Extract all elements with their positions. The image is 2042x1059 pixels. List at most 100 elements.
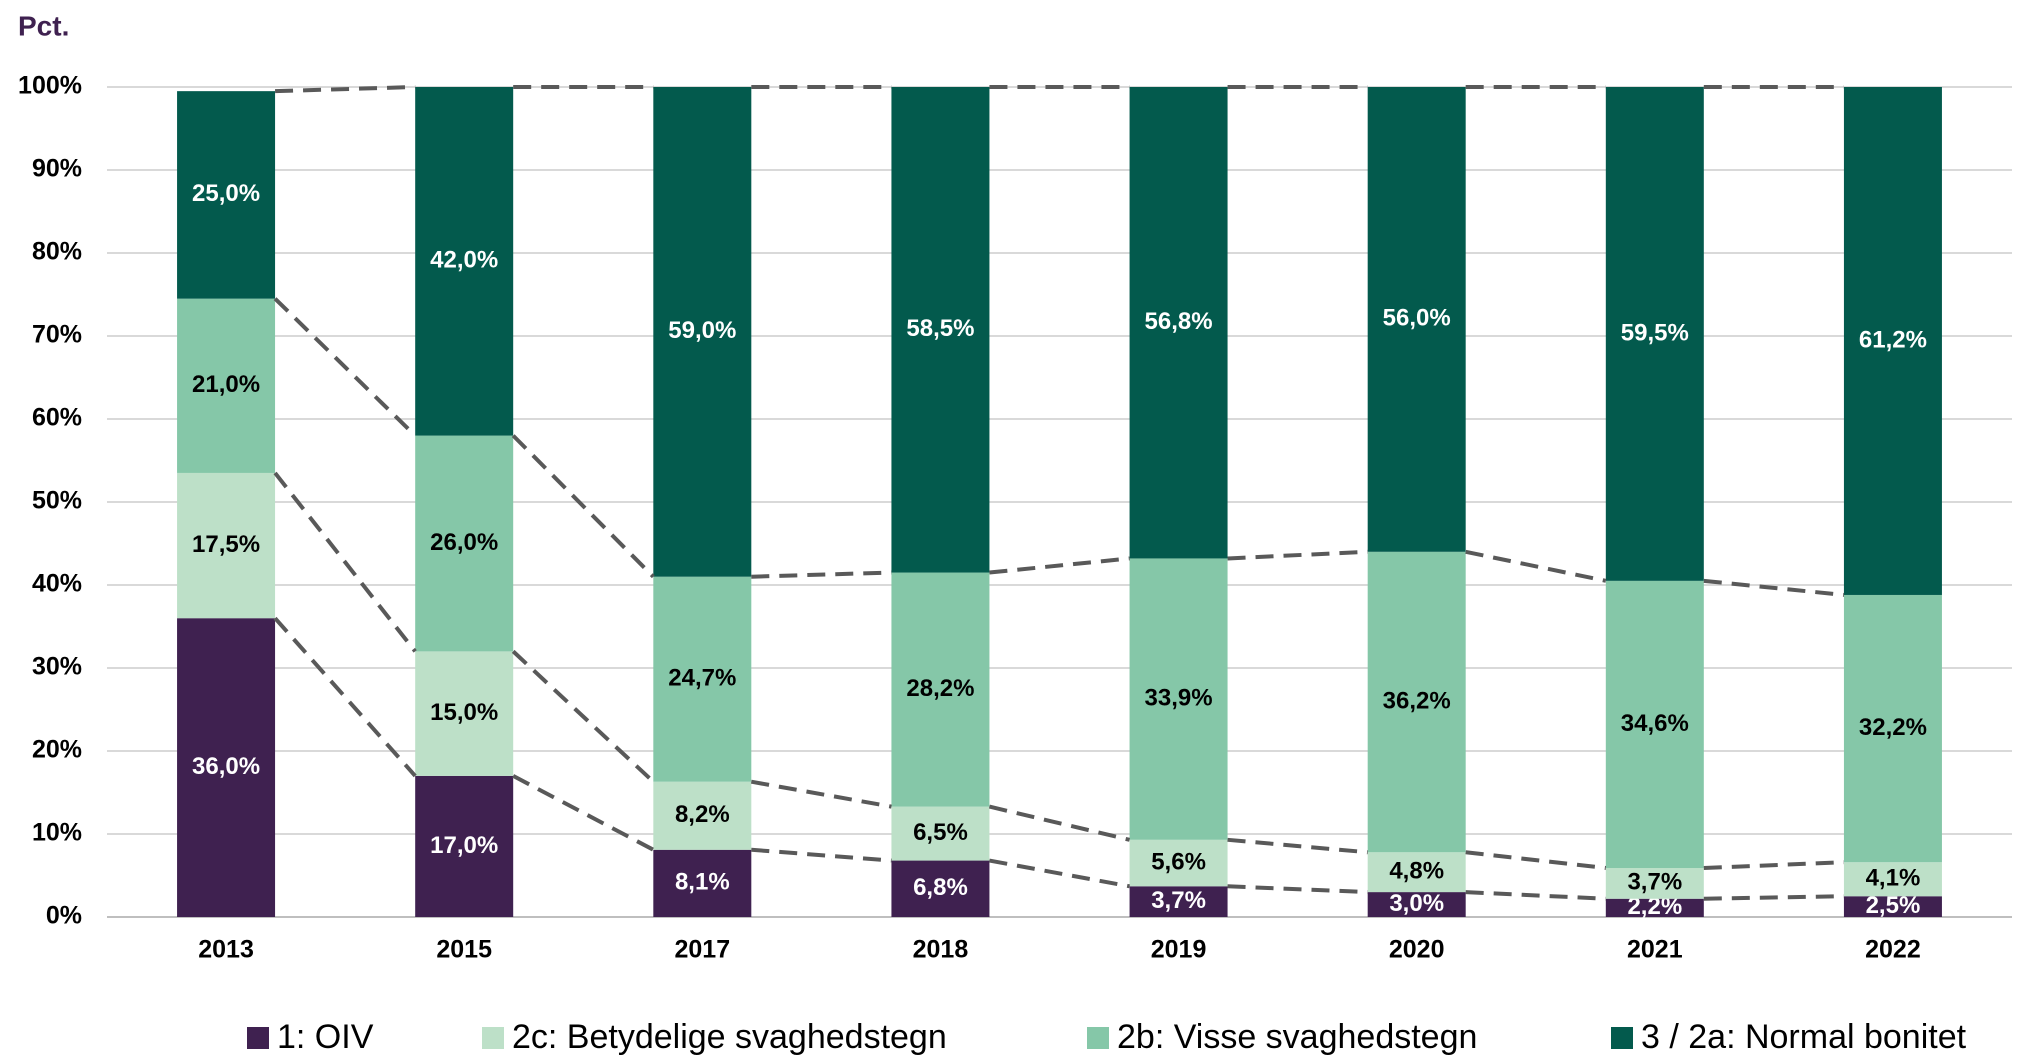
bar-segment — [1605, 898, 1704, 917]
data-label: 56,8% — [1145, 308, 1213, 335]
data-label: 4,1% — [1866, 865, 1921, 892]
bar-segment — [653, 781, 752, 850]
y-tick-label: 80% — [32, 238, 82, 266]
bar-segment — [1367, 852, 1466, 893]
y-tick-label: 90% — [32, 155, 82, 183]
connector-line — [1227, 837, 1368, 855]
data-label: 2,5% — [1866, 892, 1921, 919]
x-tick-label: 2018 — [913, 936, 969, 964]
bar-segment — [1843, 87, 1942, 595]
data-label: 6,5% — [913, 819, 968, 846]
bar-segment — [1605, 580, 1704, 869]
bar-segment — [1367, 892, 1466, 917]
legend-label: 2b: Visse svaghedstegn — [1117, 1018, 1477, 1056]
bar-segment — [415, 435, 514, 652]
y-tick-label: 60% — [32, 404, 82, 432]
x-tick-label: 2015 — [436, 936, 492, 964]
x-tick-label: 2017 — [675, 936, 731, 964]
data-label: 26,0% — [430, 529, 498, 556]
data-label: 3,0% — [1389, 890, 1444, 917]
connector-line — [1227, 549, 1368, 561]
x-tick-label: 2021 — [1627, 936, 1683, 964]
connector-line — [275, 85, 416, 94]
y-tick-label: 100% — [18, 72, 82, 100]
data-label: 8,2% — [675, 801, 730, 828]
bar-segment — [1843, 862, 1942, 897]
bar-segment — [177, 91, 276, 299]
data-label: 59,5% — [1621, 319, 1689, 346]
bar-segment — [415, 87, 514, 436]
legend-label: 1: OIV — [277, 1018, 374, 1056]
legend-label: 3 / 2a: Normal bonitet — [1641, 1018, 1967, 1056]
x-tick-label: 2020 — [1389, 936, 1445, 964]
data-label: 24,7% — [668, 665, 736, 692]
data-label: 36,0% — [192, 753, 260, 780]
connector-line — [1703, 860, 1845, 871]
bar-segment — [177, 472, 276, 619]
bar-segment — [1605, 868, 1704, 899]
y-tick-label: 10% — [32, 819, 82, 847]
bar-segment — [653, 87, 752, 577]
connector-line — [511, 434, 655, 579]
data-label: 32,2% — [1859, 714, 1927, 741]
bar-segment — [891, 806, 990, 861]
y-tick-label: 40% — [32, 570, 82, 598]
connector-line — [273, 297, 417, 438]
connector-line — [273, 616, 417, 778]
bar-segment — [1367, 87, 1466, 552]
data-label: 42,0% — [430, 247, 498, 274]
y-tick-label: 30% — [32, 653, 82, 681]
connector-line — [1703, 578, 1845, 597]
data-label: 25,0% — [192, 180, 260, 207]
legend-swatch — [1611, 1027, 1633, 1049]
data-label: 34,6% — [1621, 710, 1689, 737]
data-label: 17,0% — [430, 832, 498, 859]
bar-segment — [891, 87, 990, 573]
y-tick-label: 50% — [32, 487, 82, 515]
data-label: 3,7% — [1627, 869, 1682, 896]
bar-segment — [1843, 896, 1942, 917]
data-label: 3,7% — [1151, 887, 1206, 914]
data-label: 17,5% — [192, 531, 260, 558]
connector-line — [988, 804, 1131, 842]
bar-segment — [1129, 886, 1228, 917]
bar-segment — [1843, 594, 1942, 863]
bar-segment — [653, 849, 752, 917]
data-label: 56,0% — [1383, 305, 1451, 332]
x-tick-label: 2013 — [198, 936, 254, 964]
data-label: 6,8% — [913, 874, 968, 901]
connector-line — [1465, 890, 1606, 901]
bar-segment — [415, 651, 514, 776]
connector-line — [989, 858, 1130, 889]
data-label: 28,2% — [906, 675, 974, 702]
data-label: 15,0% — [430, 699, 498, 726]
y-tick-label: 0% — [46, 902, 82, 930]
bar-segment — [1129, 87, 1228, 559]
bar-segment — [1367, 551, 1466, 853]
bar-segment — [177, 298, 276, 473]
bar-segment — [1605, 87, 1704, 581]
bar-segment — [415, 775, 514, 917]
connector-line — [989, 556, 1130, 575]
data-label: 59,0% — [668, 317, 736, 344]
y-tick-label: 20% — [32, 736, 82, 764]
connector-line — [750, 779, 892, 809]
connector-line — [273, 471, 417, 653]
y-tick-label: 70% — [32, 321, 82, 349]
connector-line — [511, 649, 655, 784]
bar-segment — [891, 572, 990, 807]
data-label: 8,1% — [675, 869, 730, 896]
legend-swatch — [1087, 1027, 1109, 1049]
connector-line — [751, 570, 892, 579]
data-label: 4,8% — [1389, 858, 1444, 885]
data-label: 5,6% — [1151, 848, 1206, 875]
connector-line — [1465, 850, 1607, 871]
data-label: 21,0% — [192, 371, 260, 398]
y-axis-label: Pct. — [18, 10, 69, 41]
connector-line — [512, 774, 655, 852]
bar-segment — [1129, 839, 1228, 887]
legend-swatch — [247, 1027, 269, 1049]
x-tick-label: 2022 — [1865, 936, 1921, 964]
bar-segment — [177, 618, 276, 917]
